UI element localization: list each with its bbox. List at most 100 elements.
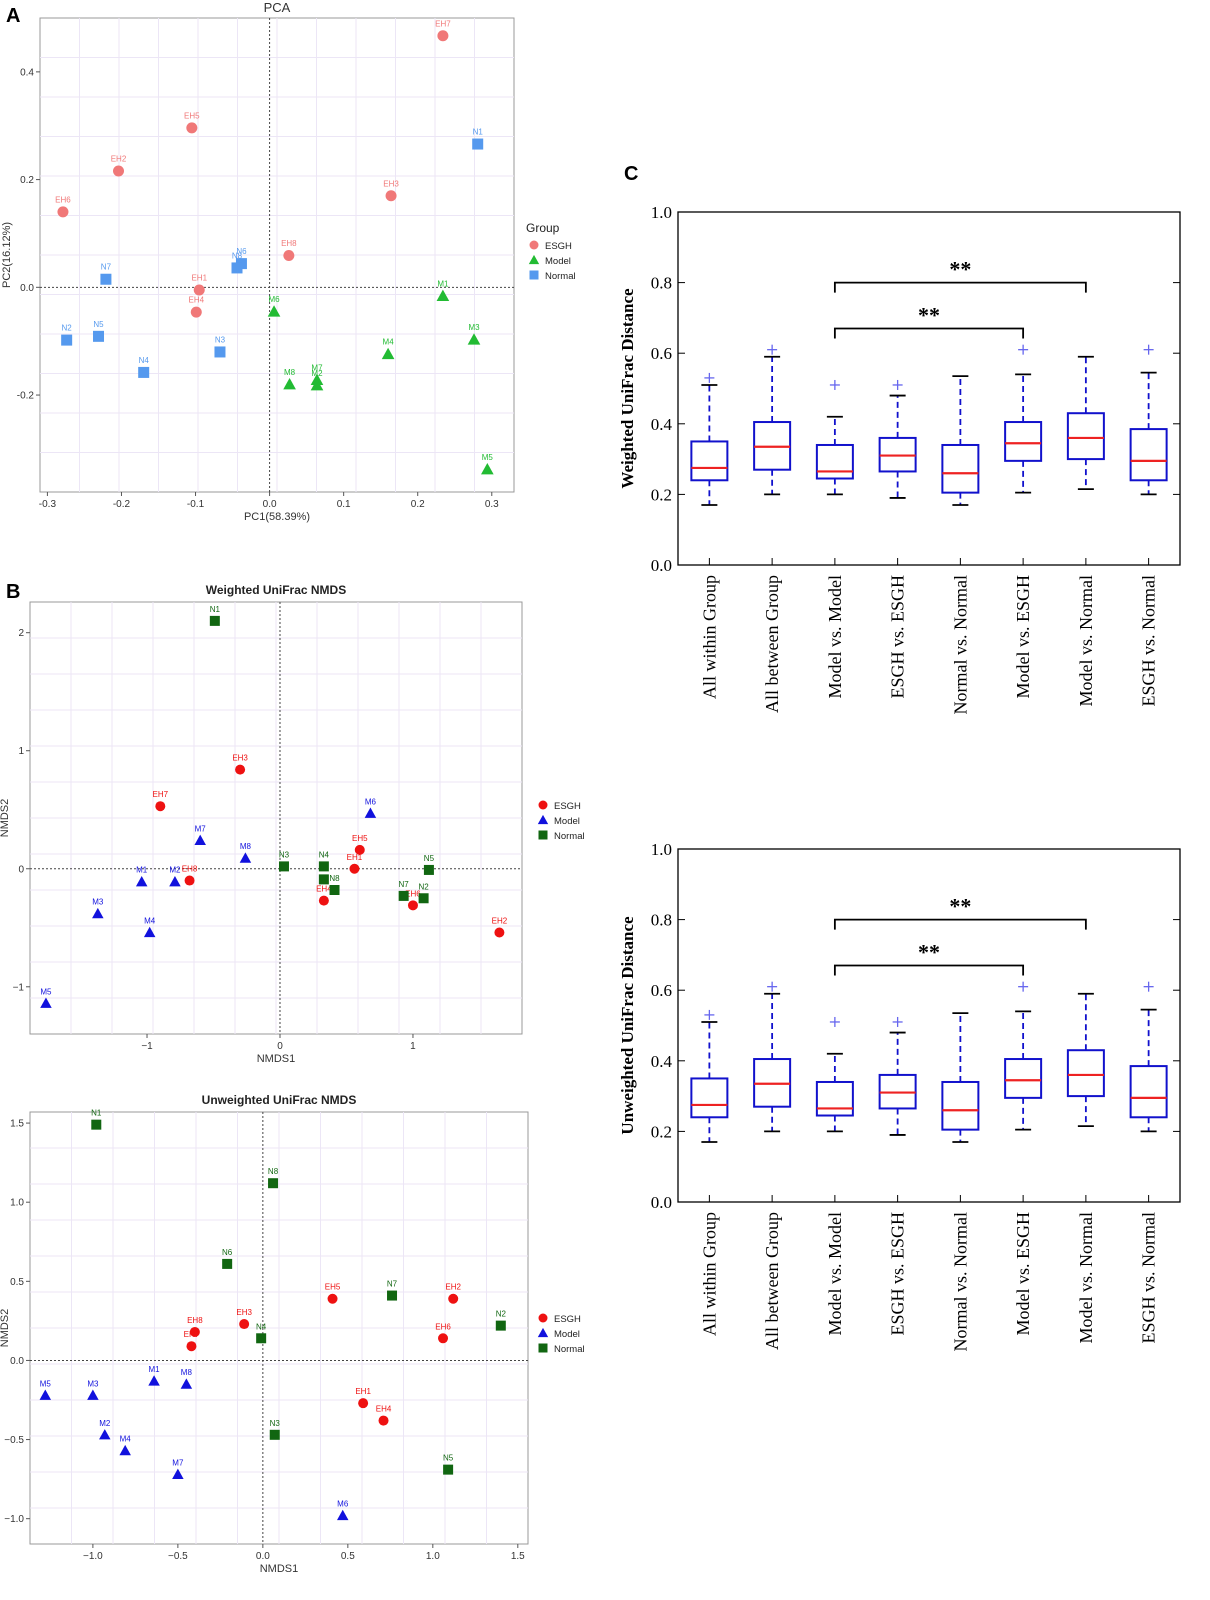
x-tick-label: −1.0 (83, 1551, 103, 1562)
significance-bracket: ** (833, 939, 1025, 976)
point-label-eh5: EH5 (325, 1283, 341, 1292)
y-tick-label: 0.2 (20, 175, 34, 186)
significance-bracket: ** (833, 894, 1087, 930)
point-label-m3: M3 (92, 898, 104, 907)
category-label-esgh-vs-esgh: ESGH vs. ESGH (888, 1212, 908, 1336)
point-eh5 (327, 1293, 338, 1304)
significance-label: ** (949, 257, 971, 282)
point-m4 (119, 1444, 131, 1456)
point-label-m2: M2 (311, 369, 323, 378)
category-label-esgh-vs-normal: ESGH vs. Normal (1139, 575, 1159, 707)
point-label-eh2: EH2 (445, 1283, 461, 1292)
point-label-eh2: EH2 (111, 154, 127, 163)
point-n5 (93, 330, 105, 342)
point-label-m3: M3 (468, 323, 480, 332)
x-axis-label: PC1(58.39%) (244, 511, 310, 523)
point-m2 (169, 875, 181, 887)
x-axis-label: NMDS1 (257, 1053, 296, 1065)
y-axis-label: Weighted UniFrac Distance (618, 288, 637, 489)
category-label-model-vs-esgh: Model vs. ESGH (1013, 575, 1033, 699)
point-eh6 (57, 206, 69, 218)
point-label-n6: N6 (222, 1248, 233, 1257)
x-tick-label: 0.0 (263, 499, 277, 510)
point-m7 (194, 834, 206, 846)
point-n4 (256, 1333, 267, 1344)
point-m1 (135, 875, 148, 887)
x-tick-label: 0.5 (341, 1551, 355, 1562)
box-normal-vs-normal (941, 1080, 980, 1131)
point-m4 (381, 347, 395, 360)
outlier-esgh-vs-esgh (892, 379, 903, 390)
point-label-n1: N1 (473, 128, 484, 137)
point-eh8 (184, 875, 195, 886)
point-eh3 (385, 190, 397, 202)
point-m3 (92, 907, 104, 919)
legend-marker-normal (538, 830, 548, 840)
point-n3 (214, 346, 226, 358)
point-label-n1: N1 (91, 1109, 102, 1118)
box-model-vs-model (815, 1080, 854, 1117)
category-label-all-between-group: All between Group (762, 1212, 782, 1350)
significance-line (833, 964, 1025, 976)
point-label-eh4: EH4 (188, 296, 204, 305)
point-label-eh6: EH6 (405, 889, 421, 898)
significance-bracket: ** (833, 302, 1025, 339)
point-label-m6: M6 (365, 797, 377, 806)
point-m2 (310, 379, 324, 391)
point-label-m2: M2 (99, 1419, 111, 1428)
point-n7 (398, 890, 409, 901)
legend-label-normal: Normal (554, 831, 585, 842)
point-label-eh8: EH8 (182, 865, 198, 874)
y-tick-label: 0.8 (651, 274, 672, 293)
point-label-eh6: EH6 (435, 1322, 451, 1331)
plot-frame (677, 848, 1181, 1203)
point-eh7 (186, 1341, 197, 1352)
y-tick-label: 2 (18, 628, 24, 639)
point-label-eh4: EH4 (376, 1405, 392, 1414)
y-tick-label: 0.4 (651, 415, 673, 434)
point-label-n4: N4 (319, 850, 330, 859)
point-n6 (318, 874, 329, 885)
outlier-model-vs-esgh (1018, 344, 1029, 355)
point-eh6 (407, 900, 418, 911)
box-esgh-vs-normal (1129, 1065, 1168, 1119)
point-n8 (268, 1178, 279, 1189)
pca-plot: -0.3 -0.2 -0.1 0.0 0.1 0.2 0.3 -0.2 0.0 0.2 0.4 PCA… (1, 0, 576, 523)
point-label-m1: M1 (149, 1365, 161, 1374)
point-label-eh8: EH8 (281, 239, 297, 248)
point-m4 (143, 926, 156, 938)
category-label-model-vs-normal: Model vs. Normal (1076, 1212, 1096, 1343)
x-tick-label: 0.0 (256, 1551, 270, 1562)
point-eh2 (448, 1293, 459, 1304)
point-label-m5: M5 (40, 987, 52, 996)
point-label-eh5: EH5 (184, 111, 200, 120)
point-eh5 (354, 844, 365, 855)
legend-marker-normal (538, 1343, 548, 1353)
panel-label-a: A (6, 5, 20, 27)
x-tick-label: −1 (141, 1041, 153, 1052)
point-m1 (148, 1375, 160, 1386)
x-tick-label: -0.2 (113, 499, 131, 510)
point-n8 (231, 262, 243, 274)
y-tick-label: 0.0 (20, 283, 34, 294)
legend-marker-normal (529, 270, 539, 280)
y-tick-label: 1.0 (10, 1198, 24, 1209)
category-label-all-between-group: All between Group (762, 575, 782, 713)
chart-title: PCA (264, 0, 291, 15)
panel-label-b: B (6, 581, 20, 603)
point-n7 (100, 273, 112, 285)
point-label-n8: N8 (268, 1167, 279, 1176)
legend-marker-model (528, 254, 540, 265)
point-eh4 (378, 1415, 389, 1426)
point-eh5 (186, 122, 198, 134)
legend-label-esgh: ESGH (554, 1314, 581, 1325)
x-tick-label: −0.5 (168, 1551, 188, 1562)
box-model-vs-esgh (1004, 421, 1043, 462)
point-eh2 (113, 165, 125, 177)
point-label-m4: M4 (383, 338, 395, 347)
point-eh1 (193, 284, 205, 296)
legend-label-esgh: ESGH (554, 801, 581, 812)
point-label-m5: M5 (482, 453, 494, 462)
legend-marker-esgh (538, 800, 548, 810)
point-m6 (267, 305, 281, 317)
